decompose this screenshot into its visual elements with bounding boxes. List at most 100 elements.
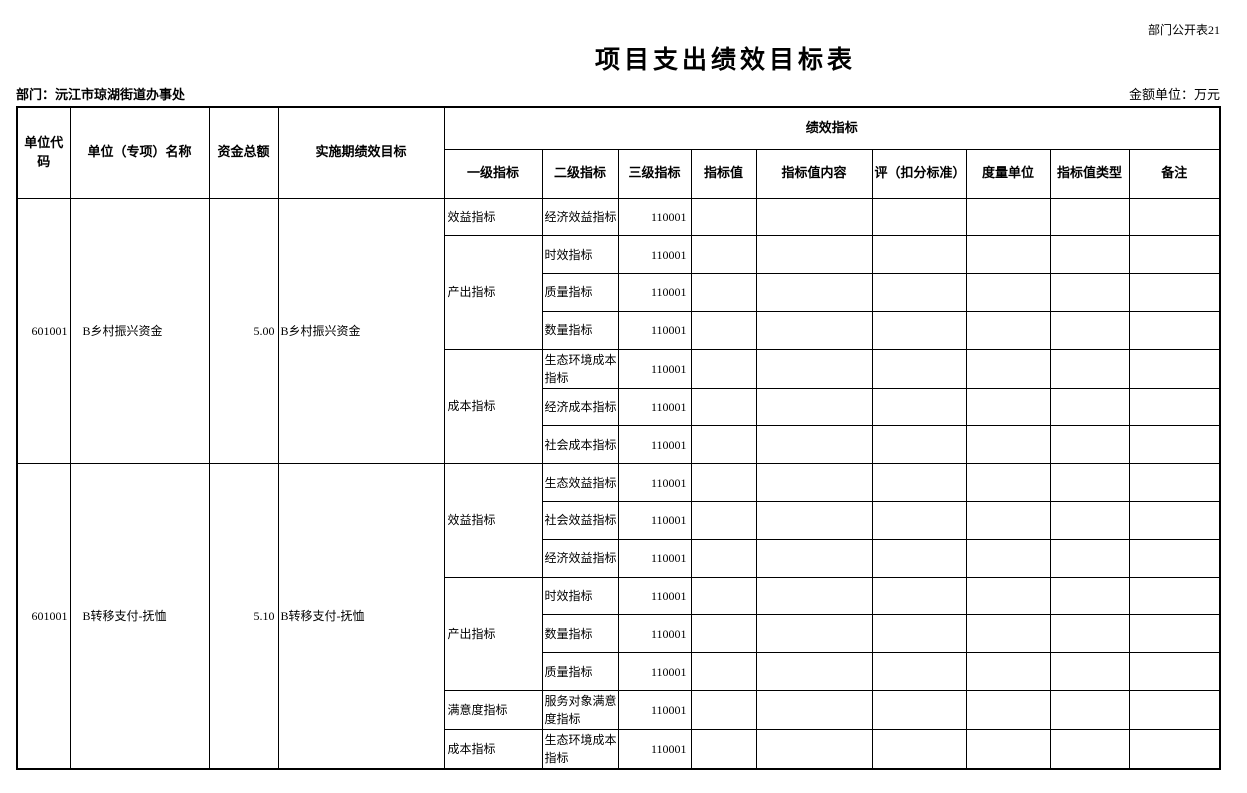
measure-unit-cell [965, 729, 1051, 770]
indicator-value-cell [690, 729, 757, 770]
value-type-cell [1049, 652, 1130, 692]
indicator-value-content-cell [755, 310, 873, 350]
value-type-cell [1049, 538, 1130, 578]
table-row: 成本指标 生态环境成本指标 110001 [17, 348, 1221, 465]
indicator-value-cell [690, 538, 757, 578]
level3-indicator-cell: 110001 [617, 197, 692, 237]
remarks-cell [1128, 310, 1221, 350]
table-row: 产出指标 时效指标 110001 [17, 235, 1221, 350]
header-unit-name: 单位（专项）名称 [69, 106, 210, 199]
table-row: 601001 B转移支付-抚恤 5.10 B转移支付-抚恤 效益指标 生态效益指标 1100… [16, 463, 1221, 770]
total-funds-cell: 5.00 [208, 197, 279, 465]
value-type-cell [1049, 310, 1130, 350]
value-type-cell [1049, 387, 1130, 427]
header-remarks: 备注 [1128, 148, 1221, 199]
measure-unit-cell [965, 690, 1051, 731]
table-row: 经济效益指标 110001 [17, 538, 1221, 578]
header-row-1: 单位代码 单位（专项）名称 资金总额 实施期绩效目标 绩效指标 [16, 106, 1221, 199]
indicator-value-content-cell [755, 348, 873, 389]
level2-indicator-cell: 经济成本指标 [541, 387, 619, 427]
score-standard-cell [871, 235, 967, 275]
measure-unit-cell [965, 576, 1051, 616]
header-level2-indicator: 二级指标 [541, 148, 619, 199]
indicator-value-content-cell [755, 538, 873, 578]
measure-unit-cell [965, 501, 1051, 540]
indicator-value-cell [690, 463, 757, 503]
score-standard-cell [871, 576, 967, 616]
level3-indicator-cell: 110001 [617, 729, 692, 770]
score-standard-cell [871, 729, 967, 770]
table-row: 601001 B乡村振兴资金 5.00 B乡村振兴资金 效益指标 经济效益指标 110001 [16, 197, 1221, 465]
value-type-cell [1049, 501, 1130, 540]
indicator-value-content-cell [755, 690, 873, 731]
value-type-cell [1049, 425, 1130, 465]
measure-unit-cell [965, 425, 1051, 465]
table-row: 质量指标 110001 [17, 652, 1221, 692]
value-type-cell [1049, 273, 1130, 312]
level2-indicator-cell: 质量指标 [541, 652, 619, 692]
value-type-cell [1049, 614, 1130, 654]
score-standard-cell [871, 463, 967, 503]
table-row: 满意度指标 服务对象满意度指标 110001 [17, 690, 1221, 731]
level3-indicator-cell: 110001 [617, 501, 692, 540]
sheet-number-label: 部门公开表21 [1147, 23, 1220, 37]
header-level3-indicator: 三级指标 [617, 148, 692, 199]
level2-indicator-cell: 经济效益指标 [541, 538, 619, 578]
indicator-value-cell [690, 273, 757, 312]
score-standard-cell [871, 197, 967, 237]
remarks-cell [1128, 501, 1221, 540]
level1-indicator-cell: 满意度指标 [443, 690, 543, 731]
indicator-value-cell [690, 235, 757, 275]
score-standard-cell [871, 614, 967, 654]
header-unit-code: 单位代码 [16, 106, 71, 199]
level3-indicator-cell: 110001 [617, 273, 692, 312]
sub-header-row: 一级指标 二级指标 三级指标 指标值 指标值内容 评（扣分标准） 度量单位 指标值类型 备注 [17, 148, 1221, 199]
score-standard-cell [871, 501, 967, 540]
indicator-value-cell [690, 348, 757, 389]
department-label: 部门：沅江市琼湖街道办事处 [16, 87, 186, 102]
table-row: 产出指标 时效指标 110001 [17, 576, 1221, 692]
table-row: 数量指标 110001 [17, 614, 1221, 654]
page-title: 项目支出绩效目标表 [595, 47, 857, 74]
indicator-value-content-cell [755, 501, 873, 540]
header-indicator-value: 指标值 [690, 148, 757, 199]
measure-unit-cell [965, 273, 1051, 312]
indicator-value-cell [690, 387, 757, 427]
remarks-cell [1128, 463, 1221, 503]
header-measure-unit: 度量单位 [965, 148, 1051, 199]
score-standard-cell [871, 387, 967, 427]
period-goal-cell: B转移支付-抚恤 [277, 463, 445, 770]
table-row: 社会效益指标 110001 [17, 501, 1221, 540]
unit-name-cell: B转移支付-抚恤 [69, 463, 210, 770]
total-funds-cell: 5.10 [208, 463, 279, 770]
indicator-value-content-cell [755, 652, 873, 692]
table-row: 成本指标 生态环境成本指标 110001 [17, 729, 1221, 770]
indicator-value-content-cell [755, 576, 873, 616]
level3-indicator-cell: 110001 [617, 348, 692, 389]
level2-indicator-cell: 质量指标 [541, 273, 619, 312]
remarks-cell [1128, 729, 1221, 770]
level2-indicator-cell: 经济效益指标 [541, 197, 619, 237]
level1-indicator-cell: 产出指标 [443, 576, 543, 692]
indicator-value-cell [690, 614, 757, 654]
level2-indicator-cell: 服务对象满意度指标 [541, 690, 619, 731]
indicator-value-content-cell [755, 197, 873, 237]
remarks-cell [1128, 652, 1221, 692]
header-score-standard: 评（扣分标准） [871, 148, 967, 199]
measure-unit-cell [965, 652, 1051, 692]
level1-indicator-cell: 成本指标 [443, 348, 543, 465]
value-type-cell [1049, 348, 1130, 389]
indicator-value-cell [690, 197, 757, 237]
level1-indicator-cell: 产出指标 [443, 235, 543, 350]
period-goal-cell: B乡村振兴资金 [277, 197, 445, 465]
level2-indicator-cell: 生态环境成本指标 [541, 729, 619, 770]
remarks-cell [1128, 348, 1221, 389]
remarks-cell [1128, 614, 1221, 654]
level2-indicator-cell: 数量指标 [541, 614, 619, 654]
level2-indicator-cell: 社会成本指标 [541, 425, 619, 465]
indicator-value-content-cell [755, 387, 873, 427]
measure-unit-cell [965, 387, 1051, 427]
level3-indicator-cell: 110001 [617, 652, 692, 692]
measure-unit-cell [965, 310, 1051, 350]
score-standard-cell [871, 538, 967, 578]
